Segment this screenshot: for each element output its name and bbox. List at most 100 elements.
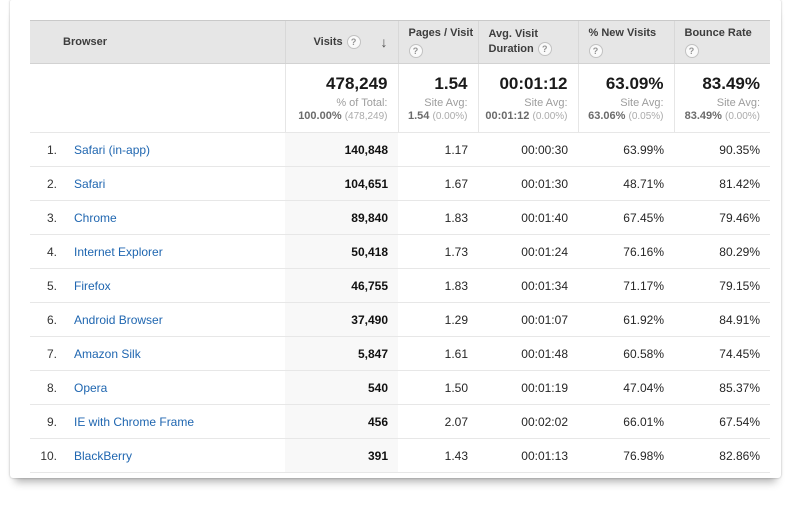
browser-link[interactable]: Android Browser (74, 312, 163, 327)
pages-per-visit-cell: 1.61 (398, 336, 478, 371)
column-label-new-visits: % New Visits (588, 26, 657, 39)
summary-value: 63.09% (605, 73, 664, 93)
browser-cell: 4. Internet Explorer (30, 234, 285, 269)
avg-visit-duration-cell: 00:01:24 (478, 234, 578, 269)
table-row: 2. Safari 104,651 1.67 00:01:30 48.71% 81… (30, 166, 770, 201)
row-rank: 10. (40, 448, 57, 463)
help-icon[interactable]: ? (537, 42, 552, 57)
browser-link[interactable]: Safari (74, 176, 106, 191)
bounce-rate-cell: 67.54% (674, 404, 770, 439)
row-rank: 8. (46, 380, 57, 395)
sort-descending-icon: ↓ (380, 33, 388, 50)
new-visits-cell: 67.45% (578, 200, 674, 235)
browser-cell: 1. Safari (in-app) (30, 132, 285, 167)
browser-cell: 2. Safari (30, 166, 285, 201)
visits-cell: 140,848 (285, 132, 398, 167)
column-header-visits[interactable]: Visits ? ↓ (284, 20, 398, 64)
row-rank: 9. (46, 414, 57, 429)
new-visits-cell: 71.17% (578, 268, 674, 303)
avg-visit-duration-cell: 00:01:34 (478, 268, 578, 303)
pages-per-visit-cell: 1.83 (398, 200, 478, 235)
column-label-bounce-rate: Bounce Rate (684, 26, 752, 39)
column-header-bounce-rate[interactable]: Bounce Rate ? (673, 20, 770, 64)
row-rank: 2. (46, 176, 57, 191)
avg-visit-duration-cell: 00:01:48 (478, 336, 578, 371)
browser-link[interactable]: IE with Chrome Frame (74, 414, 195, 429)
summary-value: 1.54 (434, 73, 468, 93)
browser-cell: 10. BlackBerry (30, 438, 285, 473)
browser-link[interactable]: Chrome (74, 210, 117, 225)
summary-browser-cell (30, 63, 285, 133)
table-row: 8. Opera 540 1.50 00:01:19 47.04% 85.37% (30, 370, 770, 405)
pages-per-visit-cell: 1.29 (398, 302, 478, 337)
browser-cell: 8. Opera (30, 370, 285, 405)
bounce-rate-cell: 84.91% (674, 302, 770, 337)
browser-link[interactable]: Internet Explorer (74, 244, 163, 259)
browser-cell: 3. Chrome (30, 200, 285, 235)
pages-per-visit-cell: 1.43 (398, 438, 478, 473)
avg-visit-duration-cell: 00:01:30 (478, 166, 578, 201)
table-row: 5. Firefox 46,755 1.83 00:01:34 71.17% 79… (30, 268, 770, 303)
table-body: 478,249 % of Total: 100.00% (478,249) 1.… (30, 63, 770, 473)
table-row: 6. Android Browser 37,490 1.29 00:01:07 6… (30, 302, 770, 337)
avg-visit-duration-cell: 00:01:19 (478, 370, 578, 405)
column-label-pages-per-visit: Pages / Visit (408, 26, 474, 39)
column-header-browser[interactable]: Browser (30, 20, 285, 64)
header-row: Browser Visits ? ↓ Pages / Visit ? Avg. … (30, 20, 770, 64)
row-rank: 4. (46, 244, 57, 259)
pages-per-visit-cell: 2.07 (398, 404, 478, 439)
help-icon[interactable]: ? (684, 43, 699, 58)
summary-value: 478,249 (326, 73, 388, 93)
new-visits-cell: 48.71% (578, 166, 674, 201)
browser-link[interactable]: Firefox (74, 278, 111, 293)
summary-value: 00:01:12 (499, 73, 568, 93)
bounce-rate-cell: 79.46% (674, 200, 770, 235)
pages-per-visit-cell: 1.17 (398, 132, 478, 167)
visits-cell: 456 (285, 404, 398, 439)
column-header-new-visits[interactable]: % New Visits ? (577, 20, 674, 64)
new-visits-cell: 47.04% (578, 370, 674, 405)
summary-visits-cell: 478,249 % of Total: 100.00% (478,249) (284, 63, 398, 133)
summary-subtext: Site Avg: 63.06% (0.05%) (588, 96, 664, 122)
browser-link[interactable]: Opera (74, 380, 108, 395)
report-card: Browser Visits ? ↓ Pages / Visit ? Avg. … (10, 0, 781, 478)
browser-link[interactable]: Safari (in-app) (74, 142, 151, 157)
table-row: 10. BlackBerry 391 1.43 00:01:13 76.98% 8… (30, 438, 770, 473)
avg-visit-duration-cell: 00:01:13 (478, 438, 578, 473)
browser-cell: 9. IE with Chrome Frame (30, 404, 285, 439)
summary-pages-per-visit-cell: 1.54 Site Avg: 1.54 (0.00%) (397, 63, 478, 133)
avg-visit-duration-cell: 00:01:40 (478, 200, 578, 235)
row-rank: 3. (46, 210, 57, 225)
browser-cell: 6. Android Browser (30, 302, 285, 337)
browser-cell: 7. Amazon Silk (30, 336, 285, 371)
column-header-avg-visit-duration[interactable]: Avg. Visit Duration? (477, 20, 578, 64)
visits-cell: 50,418 (285, 234, 398, 269)
column-header-pages-per-visit[interactable]: Pages / Visit ? (397, 20, 478, 64)
help-icon[interactable]: ? (588, 43, 603, 58)
column-label-avg-visit-duration: Avg. Visit Duration (488, 28, 539, 55)
new-visits-cell: 61.92% (578, 302, 674, 337)
help-icon[interactable]: ? (408, 43, 423, 58)
visits-cell: 540 (285, 370, 398, 405)
bounce-rate-cell: 81.42% (674, 166, 770, 201)
help-icon[interactable]: ? (346, 35, 361, 49)
avg-visit-duration-cell: 00:00:30 (478, 132, 578, 167)
pages-per-visit-cell: 1.67 (398, 166, 478, 201)
row-rank: 1. (46, 142, 57, 157)
new-visits-cell: 76.16% (578, 234, 674, 269)
visits-cell: 89,840 (285, 200, 398, 235)
browser-link[interactable]: Amazon Silk (74, 346, 141, 361)
visits-cell: 46,755 (285, 268, 398, 303)
browser-link[interactable]: BlackBerry (74, 448, 133, 463)
bounce-rate-cell: 90.35% (674, 132, 770, 167)
summary-avg-visit-duration-cell: 00:01:12 Site Avg: 00:01:12 (0.00%) (477, 63, 578, 133)
summary-subtext: Site Avg: 83.49% (0.00%) (684, 96, 760, 122)
column-label-visits: Visits (313, 35, 343, 48)
table-row: 7. Amazon Silk 5,847 1.61 00:01:48 60.58%… (30, 336, 770, 371)
row-rank: 5. (46, 278, 57, 293)
summary-subtext: Site Avg: 1.54 (0.00%) (408, 96, 468, 122)
summary-bounce-rate-cell: 83.49% Site Avg: 83.49% (0.00%) (673, 63, 770, 133)
browser-metrics-table: Browser Visits ? ↓ Pages / Visit ? Avg. … (30, 20, 770, 473)
visits-cell: 5,847 (285, 336, 398, 371)
table-row: 4. Internet Explorer 50,418 1.73 00:01:24… (30, 234, 770, 269)
